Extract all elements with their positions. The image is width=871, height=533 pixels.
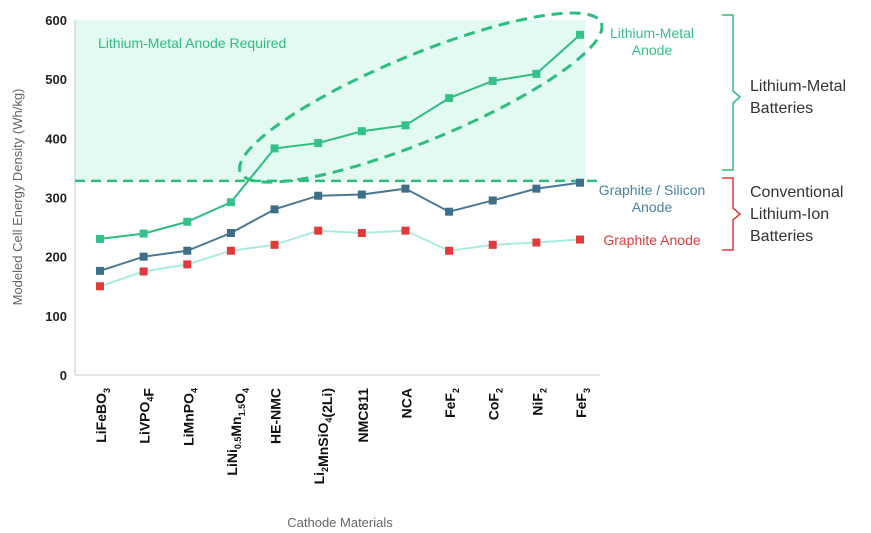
data-point (270, 205, 279, 214)
data-point (226, 229, 235, 237)
data-point (401, 121, 410, 130)
y-tick-label: 100 (45, 309, 67, 324)
data-point (314, 139, 323, 148)
y-tick-label: 500 (45, 72, 67, 87)
data-point (357, 127, 366, 136)
lithium-metal-region (75, 20, 585, 181)
data-point (226, 198, 235, 207)
x-tick-label: FeF3 (573, 388, 592, 418)
data-point (357, 229, 366, 237)
x-tick-label: LiFeBO3 (93, 388, 112, 443)
data-point (139, 229, 148, 238)
series-line (99, 229, 581, 288)
x-tick-label: CoF2 (486, 388, 505, 420)
data-point (532, 238, 541, 247)
group-label: Conventional Lithium-Ion Batteries (750, 184, 843, 245)
group-bracket (722, 177, 742, 251)
data-point (445, 207, 454, 216)
series-label: Graphite Anode (603, 232, 701, 248)
data-point (532, 69, 541, 78)
x-axis: LiFeBO3 LiVPO4F LiMnPO4 LiNi0.5Mn1.5O4 HE-NM… (75, 374, 600, 484)
lithium-metal-highlight-ellipse (238, 11, 604, 184)
y-tick-label: 300 (45, 191, 67, 206)
x-tick-label: FeF2 (442, 388, 461, 418)
data-point (139, 267, 148, 276)
data-point (96, 282, 104, 291)
y-tick-label: 400 (45, 131, 67, 146)
series-labels: Lithium-Metal Anode Graphite / Silicon Anod… (599, 25, 706, 248)
data-point (183, 246, 192, 255)
x-axis-title: Cathode Materials (287, 515, 393, 530)
data-point (488, 196, 497, 205)
x-tick-label: Li2MnSiO4(2Li) (311, 388, 335, 484)
x-tick-label: NMC811 (355, 388, 371, 443)
data-point (96, 234, 104, 243)
series-label: Graphite / Silicon Anode (599, 182, 706, 215)
data-point (532, 184, 541, 193)
data-point (183, 217, 192, 226)
series-group (96, 30, 584, 291)
data-point (445, 246, 454, 255)
data-point (488, 76, 497, 85)
data-point (576, 178, 584, 187)
data-point (314, 191, 323, 200)
data-point (270, 144, 279, 153)
y-axis-title: Modeled Cell Energy Density (Wh/kg) (10, 89, 25, 306)
group-bracket (722, 14, 742, 171)
y-tick-label: 0 (60, 368, 67, 383)
y-tick-label: 200 (45, 250, 67, 265)
series-lithium-metal-anode (96, 30, 584, 243)
data-point (96, 266, 104, 275)
data-point (183, 260, 192, 269)
series-graphite-anode (96, 226, 584, 291)
x-tick-label: LiMnPO4 (180, 388, 199, 446)
series-line (99, 181, 581, 272)
data-point (139, 252, 148, 261)
series-line (99, 34, 581, 240)
series-label: Lithium-Metal Anode (610, 25, 694, 58)
group-label: Lithium-Metal Batteries (750, 78, 846, 117)
data-point (576, 235, 584, 244)
data-point (226, 246, 235, 255)
region-label: Lithium-Metal Anode Required (98, 35, 286, 51)
x-tick-label: LiNi0.5Mn1.5O4 (224, 388, 251, 476)
data-point (401, 226, 410, 235)
x-tick-label: HE-NMC (268, 388, 284, 444)
x-tick-label: LiVPO4F (137, 388, 157, 444)
x-tick-label: NCA (398, 388, 414, 418)
data-point (488, 240, 497, 249)
data-point (314, 226, 323, 235)
data-point (445, 94, 454, 103)
data-point (270, 240, 279, 249)
y-axis: 0 100 200 300 400 500 600 (45, 13, 76, 383)
data-point (401, 184, 410, 193)
data-point (357, 190, 366, 199)
series-graphite-silicon-anode (96, 178, 584, 275)
y-tick-label: 600 (45, 13, 67, 28)
group-brackets: Lithium-Metal Batteries Conventional Lithiu… (722, 14, 846, 251)
x-tick-label: NiF2 (529, 388, 548, 416)
data-point (576, 30, 584, 39)
